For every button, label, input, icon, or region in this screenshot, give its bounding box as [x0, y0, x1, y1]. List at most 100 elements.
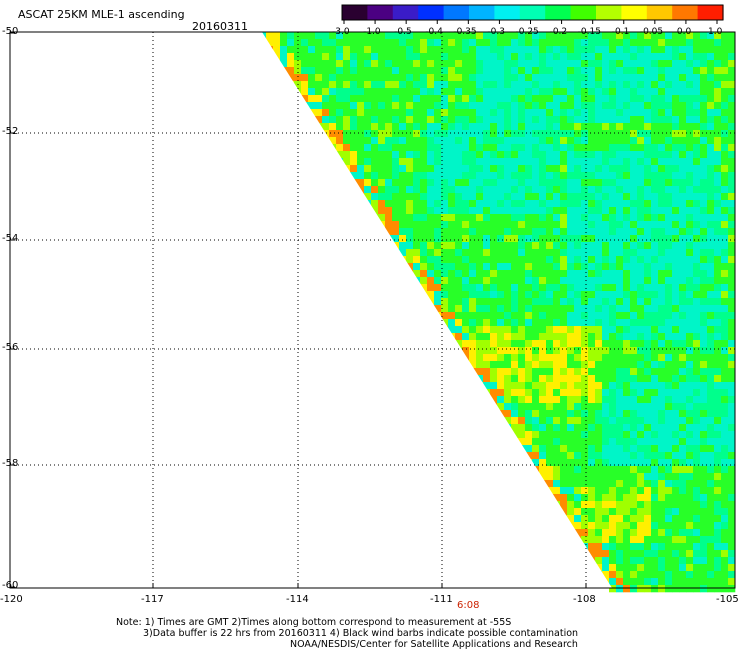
wind-cell	[574, 424, 582, 432]
wind-cell	[532, 81, 540, 89]
wind-cell	[665, 508, 673, 516]
wind-cell	[525, 116, 533, 124]
wind-cell	[651, 536, 659, 544]
wind-cell	[336, 46, 344, 54]
wind-cell	[511, 228, 519, 236]
wind-cell	[371, 207, 379, 215]
wind-cell	[364, 165, 372, 173]
wind-cell	[406, 81, 414, 89]
wind-cell	[602, 375, 610, 383]
wind-cell	[644, 368, 652, 376]
wind-cell	[588, 522, 596, 530]
wind-cell	[588, 193, 596, 201]
wind-cell	[553, 347, 561, 355]
wind-cell	[707, 53, 715, 61]
wind-cell	[322, 67, 330, 75]
wind-cell	[504, 137, 512, 145]
wind-cell	[686, 60, 694, 68]
wind-cell	[588, 375, 596, 383]
wind-cell	[448, 319, 456, 327]
wind-cell	[714, 263, 722, 271]
wind-cell	[581, 53, 589, 61]
wind-cell	[686, 501, 694, 509]
wind-cell	[581, 382, 589, 390]
wind-cell	[672, 151, 680, 159]
wind-cell	[532, 60, 540, 68]
wind-cell	[728, 158, 736, 166]
wind-cell	[539, 424, 547, 432]
wind-cell	[539, 53, 547, 61]
wind-cell	[560, 109, 568, 117]
wind-cell	[392, 46, 400, 54]
wind-cell	[455, 130, 463, 138]
wind-cell	[336, 130, 344, 138]
wind-cell	[686, 466, 694, 474]
wind-cell	[658, 32, 666, 40]
wind-cell	[364, 172, 372, 180]
wind-cell	[434, 172, 442, 180]
wind-cell	[364, 39, 372, 47]
wind-cell	[420, 74, 428, 82]
wind-cell	[665, 165, 673, 173]
wind-cell	[588, 473, 596, 481]
wind-cell	[714, 207, 722, 215]
wind-cell	[567, 165, 575, 173]
wind-cell	[714, 312, 722, 320]
wind-cell	[560, 235, 568, 243]
wind-cell	[511, 242, 519, 250]
wind-cell	[553, 60, 561, 68]
wind-cell	[462, 32, 470, 40]
wind-cell	[616, 95, 624, 103]
wind-cell	[490, 32, 498, 40]
wind-cell	[483, 32, 491, 40]
wind-cell	[504, 382, 512, 390]
wind-cell	[721, 263, 729, 271]
wind-cell	[469, 347, 477, 355]
wind-cell	[700, 354, 708, 362]
wind-cell	[721, 144, 729, 152]
wind-cell	[546, 284, 554, 292]
wind-cell	[630, 536, 638, 544]
wind-cell	[504, 46, 512, 54]
wind-cell	[392, 67, 400, 75]
wind-cell	[518, 410, 526, 418]
wind-cell	[609, 522, 617, 530]
wind-cell	[406, 137, 414, 145]
wind-cell	[511, 284, 519, 292]
wind-cell	[504, 354, 512, 362]
wind-cell	[644, 550, 652, 558]
wind-cell	[420, 186, 428, 194]
wind-cell	[595, 445, 603, 453]
wind-cell	[539, 32, 547, 40]
wind-cell	[658, 403, 666, 411]
wind-cell	[518, 186, 526, 194]
wind-cell	[609, 144, 617, 152]
wind-cell	[504, 249, 512, 257]
wind-cell	[560, 305, 568, 313]
wind-cell	[343, 151, 351, 159]
wind-cell	[560, 459, 568, 467]
wind-cell	[665, 445, 673, 453]
wind-cell	[490, 361, 498, 369]
wind-cell	[616, 543, 624, 551]
wind-cell	[567, 410, 575, 418]
wind-cell	[609, 445, 617, 453]
wind-cell	[553, 263, 561, 271]
wind-cell	[714, 102, 722, 110]
wind-cell	[476, 333, 484, 341]
wind-cell	[721, 200, 729, 208]
wind-cell	[357, 81, 365, 89]
wind-cell	[532, 347, 540, 355]
wind-cell	[665, 585, 673, 593]
wind-cell	[504, 298, 512, 306]
wind-cell	[560, 382, 568, 390]
wind-cell	[455, 151, 463, 159]
wind-cell	[616, 165, 624, 173]
wind-cell	[630, 249, 638, 257]
wind-cell	[469, 186, 477, 194]
wind-cell	[567, 361, 575, 369]
wind-cell	[714, 529, 722, 537]
wind-cell	[497, 347, 505, 355]
wind-cell	[483, 375, 491, 383]
wind-cell	[658, 445, 666, 453]
